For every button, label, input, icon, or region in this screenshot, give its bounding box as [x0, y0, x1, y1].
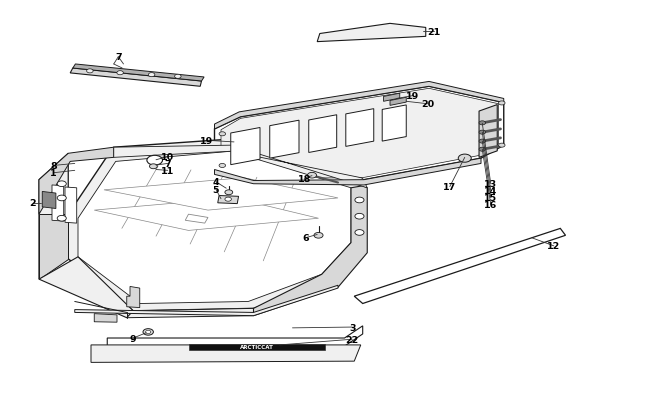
- Polygon shape: [73, 65, 204, 82]
- Text: 7: 7: [164, 160, 171, 168]
- Polygon shape: [214, 82, 504, 130]
- Polygon shape: [94, 314, 117, 322]
- Circle shape: [479, 148, 486, 152]
- Circle shape: [479, 122, 486, 126]
- Text: 20: 20: [421, 100, 434, 109]
- Polygon shape: [91, 345, 361, 362]
- Polygon shape: [114, 146, 367, 188]
- Circle shape: [86, 70, 93, 74]
- Circle shape: [143, 329, 153, 335]
- Polygon shape: [75, 286, 338, 316]
- Polygon shape: [127, 287, 140, 308]
- Polygon shape: [39, 148, 114, 215]
- Text: 3: 3: [349, 323, 356, 332]
- Polygon shape: [39, 257, 133, 318]
- Polygon shape: [188, 344, 325, 350]
- Text: 11: 11: [161, 166, 174, 175]
- Circle shape: [225, 198, 231, 202]
- Text: 19: 19: [200, 136, 213, 145]
- Circle shape: [117, 72, 124, 76]
- Polygon shape: [70, 69, 202, 87]
- Circle shape: [499, 144, 505, 148]
- Circle shape: [314, 233, 323, 239]
- Text: 18: 18: [298, 175, 311, 183]
- Polygon shape: [214, 159, 481, 185]
- Circle shape: [148, 73, 155, 77]
- Circle shape: [175, 75, 181, 79]
- Polygon shape: [127, 309, 254, 318]
- Text: 2: 2: [29, 199, 36, 208]
- Text: ARCTICCAT: ARCTICCAT: [240, 345, 274, 350]
- Text: 22: 22: [346, 335, 359, 344]
- Polygon shape: [52, 185, 64, 222]
- Circle shape: [355, 214, 364, 220]
- Circle shape: [225, 190, 233, 195]
- Polygon shape: [221, 89, 499, 179]
- Text: 14: 14: [484, 187, 497, 196]
- Polygon shape: [39, 154, 68, 279]
- Circle shape: [219, 132, 226, 136]
- Polygon shape: [78, 152, 351, 304]
- Circle shape: [219, 164, 226, 168]
- Polygon shape: [68, 140, 363, 311]
- Polygon shape: [42, 192, 56, 209]
- Polygon shape: [94, 198, 318, 231]
- Circle shape: [499, 102, 505, 106]
- Circle shape: [150, 164, 157, 169]
- Text: 13: 13: [484, 180, 497, 189]
- Circle shape: [57, 196, 66, 201]
- Circle shape: [355, 198, 364, 203]
- Text: 10: 10: [161, 153, 174, 162]
- Polygon shape: [218, 196, 239, 204]
- Text: 12: 12: [547, 242, 560, 251]
- Circle shape: [146, 330, 151, 334]
- Text: 16: 16: [484, 200, 497, 209]
- Text: 19: 19: [406, 92, 419, 101]
- Polygon shape: [479, 105, 497, 158]
- Text: 21: 21: [428, 28, 441, 37]
- Polygon shape: [214, 87, 504, 181]
- Text: 8: 8: [50, 162, 57, 171]
- Text: 6: 6: [302, 234, 309, 243]
- Polygon shape: [39, 215, 68, 279]
- Circle shape: [479, 140, 486, 144]
- Circle shape: [57, 181, 66, 187]
- Polygon shape: [231, 128, 260, 165]
- Text: 9: 9: [130, 334, 136, 343]
- Circle shape: [147, 156, 162, 166]
- Polygon shape: [384, 94, 400, 102]
- Polygon shape: [185, 215, 208, 224]
- Circle shape: [355, 230, 364, 236]
- Circle shape: [458, 155, 471, 163]
- Text: 4: 4: [213, 178, 219, 187]
- Polygon shape: [390, 98, 406, 106]
- Polygon shape: [309, 115, 337, 153]
- Polygon shape: [65, 188, 77, 224]
- Polygon shape: [254, 186, 367, 316]
- Text: 5: 5: [213, 185, 219, 194]
- Polygon shape: [107, 326, 363, 346]
- Circle shape: [307, 173, 317, 179]
- Text: 17: 17: [443, 183, 456, 192]
- Polygon shape: [317, 24, 426, 43]
- Circle shape: [57, 216, 66, 222]
- Circle shape: [479, 131, 486, 135]
- Polygon shape: [270, 121, 299, 159]
- Polygon shape: [354, 229, 566, 304]
- Text: 15: 15: [484, 194, 497, 202]
- Text: 1: 1: [50, 169, 57, 178]
- Polygon shape: [104, 178, 338, 211]
- Polygon shape: [346, 109, 374, 147]
- Polygon shape: [382, 106, 406, 142]
- Text: 7: 7: [115, 53, 122, 62]
